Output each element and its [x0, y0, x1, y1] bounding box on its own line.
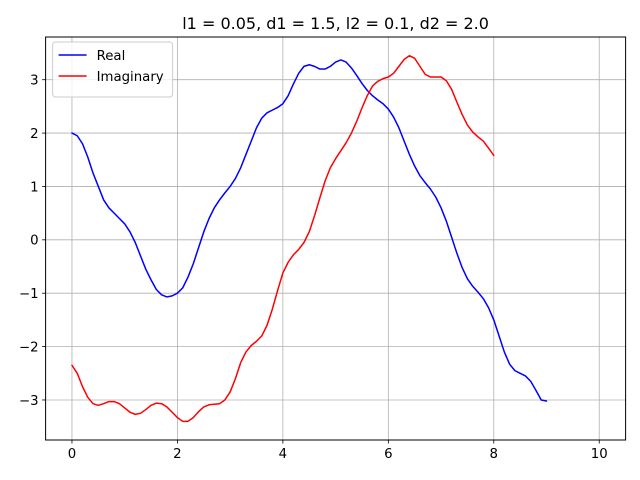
y-tick-label: 0 [30, 234, 38, 249]
chart-title: l1 = 0.05, d1 = 1.5, l2 = 0.1, d2 = 2.0 [182, 14, 489, 33]
y-tick-label: −3 [19, 394, 39, 409]
x-tick-label: 2 [173, 447, 181, 462]
y-tick-label: 3 [30, 74, 38, 89]
y-tick-label: 2 [30, 127, 38, 142]
x-tick-label: 10 [591, 447, 608, 462]
legend-label: Imaginary [97, 70, 164, 85]
y-tick-label: −1 [19, 287, 39, 302]
series-line-real [71, 59, 548, 402]
plot-frame [45, 36, 627, 441]
x-tick-label: 6 [384, 447, 392, 462]
legend: Real Imaginary [52, 41, 174, 98]
y-tick-label: 1 [30, 180, 38, 195]
x-tick-label: 0 [68, 447, 76, 462]
series-line-imaginary [71, 54, 495, 423]
legend-label: Real [97, 49, 126, 64]
y-tick-label: −2 [19, 340, 39, 355]
x-tick-label: 8 [490, 447, 498, 462]
series-lines [71, 54, 548, 423]
x-tick-label: 4 [279, 447, 287, 462]
